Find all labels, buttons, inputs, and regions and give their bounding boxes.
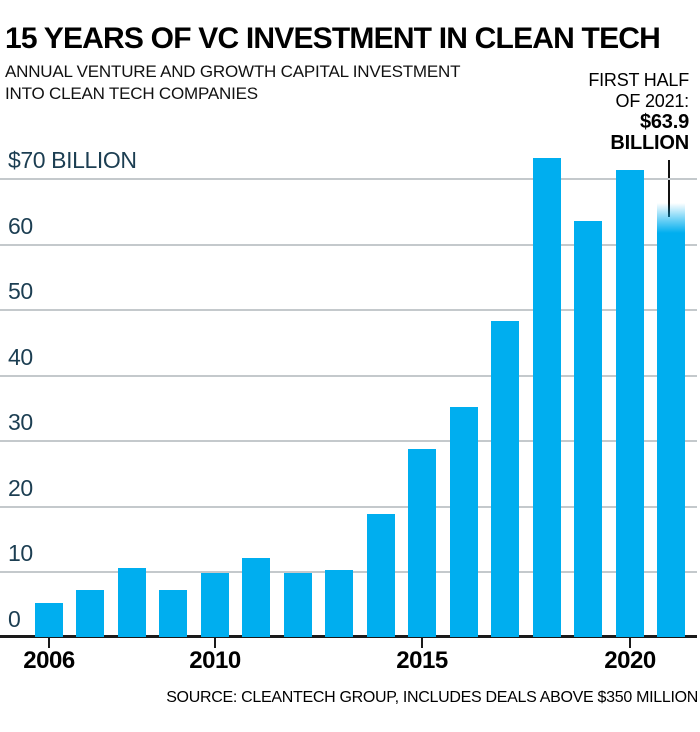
bar-2017 [491,321,519,637]
bar-2009 [159,590,187,637]
bar-2021 [657,203,685,637]
bar-2016 [450,407,478,637]
bar-2012 [284,573,312,637]
gridline-40 [0,375,697,377]
bar-2013 [325,570,353,637]
annotation-leader-line [668,160,670,217]
gridline-70 [0,178,697,180]
bar-2010 [201,573,229,637]
y-axis-label-10: 10 [8,540,33,567]
x-tick-2006 [48,637,50,648]
bar-2008 [118,568,146,637]
bar-2018 [533,158,561,637]
x-axis-label-2020: 2020 [604,647,656,674]
gridline-30 [0,440,697,442]
chart-subtitle: ANNUAL VENTURE AND GROWTH CAPITAL INVEST… [5,61,460,105]
gridline-60 [0,244,697,246]
y-axis-label-60: 60 [8,212,33,239]
x-axis-label-2010: 2010 [189,647,241,674]
annotation-line-1: FIRST HALF [588,70,689,90]
bar-2006 [35,603,63,637]
bar-2011 [242,558,270,637]
annotation-value: $63.9 [639,111,689,133]
x-tick-2015 [421,637,423,648]
y-axis-label-30: 30 [8,409,33,436]
bar-2019 [574,221,602,637]
bar-2007 [76,590,104,637]
y-axis-label-70: $70 BILLION [8,147,137,174]
subtitle-line-2: INTO CLEAN TECH COMPANIES [5,84,258,103]
x-tick-2020 [629,637,631,648]
bar-2015 [408,449,436,637]
x-axis-label-2006: 2006 [23,647,75,674]
chart-title: 15 YEARS OF VC INVESTMENT IN CLEAN TECH [5,22,661,55]
annotation-unit: BILLION [610,132,689,154]
y-axis-label-50: 50 [8,278,33,305]
annotation-line-2: OF 2021: [615,91,690,111]
gridline-50 [0,309,697,311]
y-axis-label-40: 40 [8,343,33,370]
annotation-first-half-2021: FIRST HALF OF 2021: $63.9 BILLION [588,70,689,154]
bar-2014 [367,514,395,637]
source-note: SOURCE: CLEANTECH GROUP, INCLUDES DEALS … [166,689,698,706]
gridline-20 [0,506,697,508]
y-axis-label-20: 20 [8,474,33,501]
x-axis-label-2015: 2015 [396,647,448,674]
x-tick-2010 [214,637,216,648]
subtitle-line-1: ANNUAL VENTURE AND GROWTH CAPITAL INVEST… [5,62,461,81]
y-axis-label-0: 0 [8,606,21,632]
bar-2020 [616,170,644,637]
